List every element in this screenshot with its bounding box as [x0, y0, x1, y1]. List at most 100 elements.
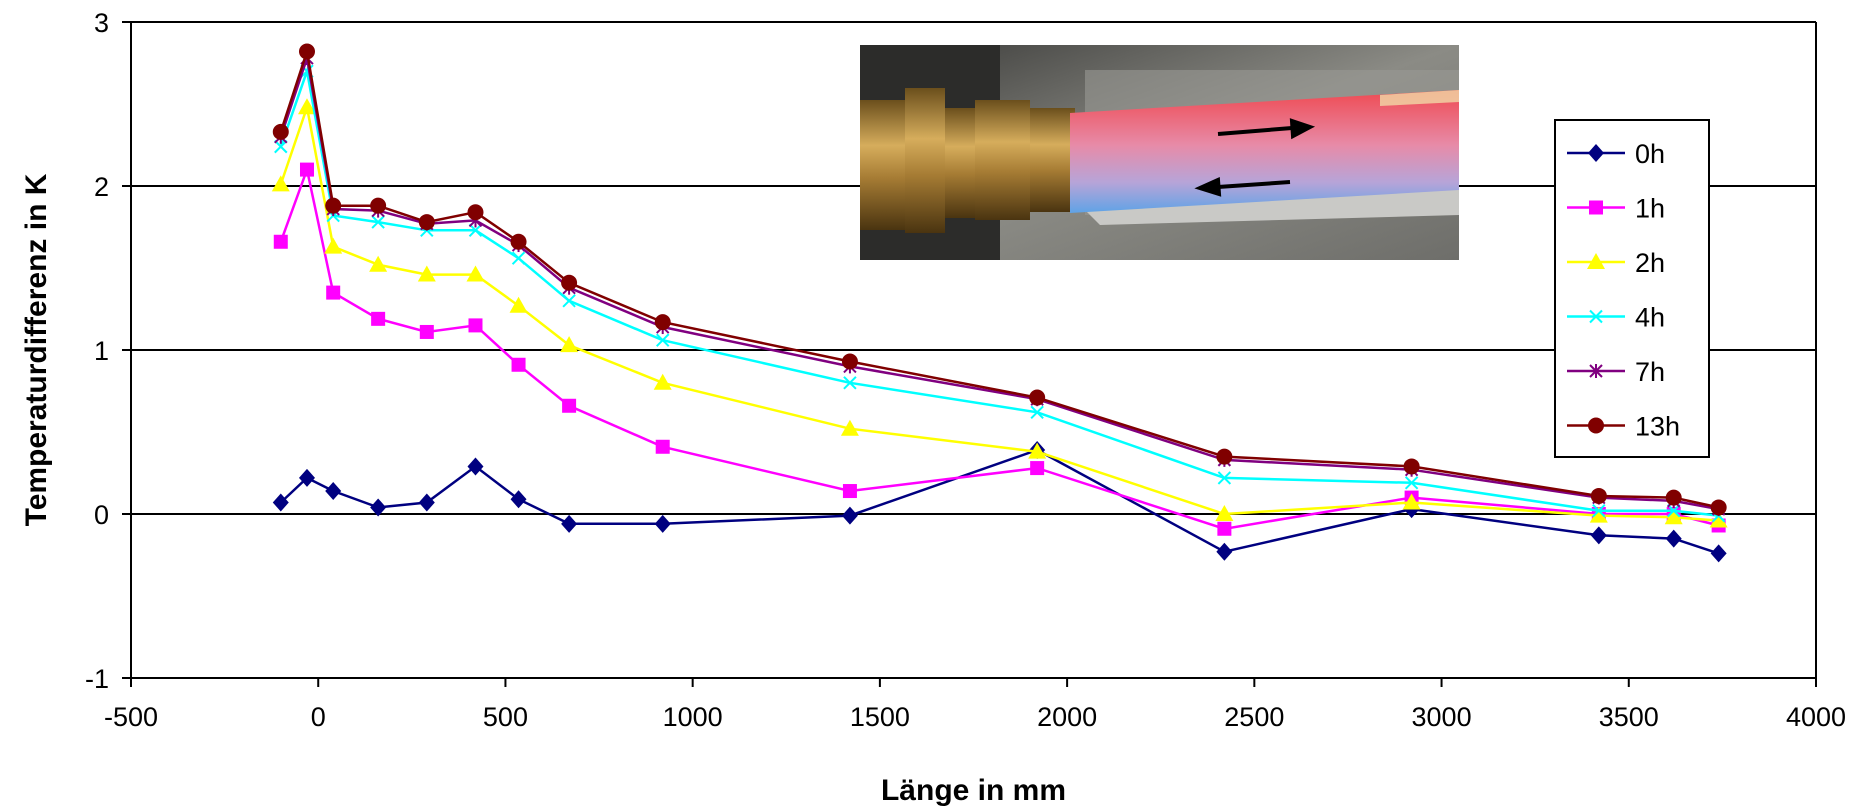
data-point-2h	[369, 255, 388, 272]
data-point-4h	[1030, 405, 1044, 420]
data-point-1h	[273, 234, 288, 249]
legend-item-1h: 1h	[1567, 194, 1665, 224]
series-line-0h	[279, 448, 1719, 555]
data-point-1h	[562, 398, 577, 413]
data-point-4h	[1404, 476, 1419, 490]
data-point-4h	[1592, 504, 1606, 518]
series-line-7h	[279, 57, 1719, 511]
data-point-0h	[272, 493, 289, 512]
data-point-0h	[418, 493, 435, 512]
series-line-2h	[279, 102, 1719, 522]
data-point-4h	[468, 223, 483, 237]
data-point-13h	[418, 214, 435, 231]
x-tick-label: 2500	[1224, 702, 1284, 732]
data-point-13h	[325, 197, 342, 214]
legend: 0h 1h 2h 4h 7h 13h	[1554, 119, 1710, 458]
legend-marker	[1589, 200, 1603, 215]
data-point-4h	[274, 139, 288, 154]
legend-marker	[1589, 309, 1603, 324]
x-tick-label: 1000	[663, 702, 723, 732]
y-tick-label: 2	[94, 172, 109, 202]
legend-marker	[1587, 253, 1605, 269]
data-point-4h	[511, 251, 526, 265]
data-point-1h	[1217, 521, 1232, 536]
data-point-2h	[271, 175, 290, 192]
y-tick-label: 3	[94, 8, 109, 38]
data-point-0h	[1216, 542, 1233, 561]
data-point-2h	[466, 265, 485, 282]
legend-item-7h: 7h	[1567, 357, 1665, 387]
legend-label: 7h	[1635, 357, 1665, 387]
data-point-2h	[417, 265, 436, 282]
data-point-13h	[272, 123, 289, 140]
data-point-2h	[653, 373, 672, 390]
data-point-4h	[843, 376, 857, 390]
x-tick-label: -500	[104, 702, 158, 732]
data-point-2h	[297, 98, 316, 115]
data-point-1h	[655, 439, 670, 454]
data-point-4h	[562, 294, 576, 308]
x-tick-label: 3500	[1599, 702, 1659, 732]
data-point-2h	[1028, 442, 1047, 459]
data-point-2h	[1402, 493, 1421, 510]
x-tick-label: 0	[311, 702, 326, 732]
data-point-1h	[326, 285, 341, 300]
legend-marker	[1589, 364, 1603, 378]
axes: -1 0 1 2 3 -500 0 500 1000 1500 2000 2500 3000 3500 40…	[20, 8, 1846, 807]
data-point-2h	[1215, 505, 1234, 521]
x-tick-label: 1500	[850, 702, 910, 732]
data-point-13h	[298, 43, 315, 60]
series-13h	[272, 43, 1727, 516]
legend-label: 4h	[1635, 303, 1665, 333]
legend-box	[1554, 119, 1710, 458]
x-tick-label: 500	[483, 702, 528, 732]
data-point-13h	[1403, 458, 1420, 475]
series-layer	[271, 43, 1728, 563]
x-axis-title: Länge in mm	[881, 774, 1066, 807]
data-point-1h	[842, 484, 857, 499]
data-point-2h	[1664, 508, 1683, 525]
y-tick-label: 0	[94, 500, 109, 530]
x-tick-label: 2000	[1037, 702, 1097, 732]
data-point-1h	[511, 357, 526, 372]
legend-marker	[1588, 417, 1604, 434]
y-axis-title: Temperaturdifferenz in K	[20, 173, 53, 526]
y-tick-label: -1	[85, 664, 109, 694]
data-point-13h	[510, 233, 527, 250]
legend-item-0h: 0h	[1567, 139, 1665, 169]
data-point-1h	[1030, 461, 1045, 476]
data-point-13h	[1590, 487, 1607, 504]
y-tick-label: 1	[94, 336, 109, 366]
series-0h	[272, 441, 1727, 563]
data-point-1h	[299, 162, 314, 177]
data-point-13h	[1665, 489, 1682, 506]
data-point-2h	[1709, 511, 1728, 528]
x-tick-label: 4000	[1786, 702, 1846, 732]
data-point-1h	[371, 311, 386, 326]
data-point-2h	[324, 237, 343, 254]
data-point-0h	[298, 468, 315, 487]
data-point-2h	[509, 296, 528, 313]
series-line-13h	[279, 51, 1719, 509]
data-point-0h	[510, 490, 527, 509]
data-point-13h	[841, 353, 858, 370]
data-point-0h	[1665, 529, 1682, 548]
data-point-4h	[371, 215, 385, 229]
data-point-2h	[840, 419, 859, 436]
data-point-0h	[325, 482, 342, 501]
data-point-1h	[468, 318, 483, 333]
data-point-0h	[467, 457, 484, 476]
legend-item-2h: 2h	[1567, 248, 1665, 278]
data-point-1h	[419, 324, 434, 339]
data-point-13h	[1216, 448, 1233, 465]
data-point-0h	[1590, 526, 1607, 545]
data-point-0h	[654, 514, 671, 533]
data-point-13h	[561, 274, 578, 291]
series-line-1h	[279, 165, 1719, 531]
series-line-4h	[279, 66, 1719, 517]
data-point-2h	[560, 336, 579, 353]
data-point-13h	[654, 314, 671, 331]
data-point-13h	[1710, 499, 1727, 516]
x-tick-label: 3000	[1412, 702, 1472, 732]
